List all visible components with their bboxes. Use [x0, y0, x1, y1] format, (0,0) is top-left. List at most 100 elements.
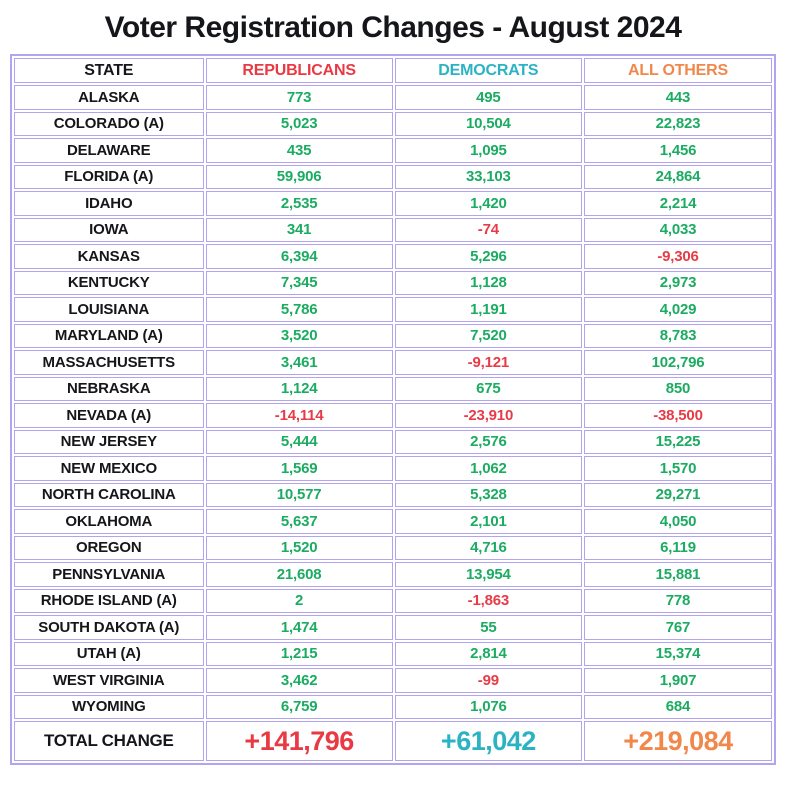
- all-others-value-cell: 102,796: [583, 350, 772, 375]
- democrats-value-cell: 2,814: [394, 641, 582, 666]
- table-header: STATE REPUBLICANS DEMOCRATS ALL OTHERS: [14, 58, 772, 83]
- republicans-value-cell: 6,759: [205, 694, 393, 719]
- state-cell: OREGON: [14, 535, 204, 560]
- republicans-value-cell: 6,394: [205, 244, 393, 269]
- republicans-value-cell: 21,608: [205, 562, 393, 587]
- state-cell: IDAHO: [14, 191, 204, 216]
- all-others-value-cell: 1,570: [583, 456, 772, 481]
- state-cell: WYOMING: [14, 694, 204, 719]
- header-row: STATE REPUBLICANS DEMOCRATS ALL OTHERS: [14, 58, 772, 83]
- republicans-value-cell: 7,345: [205, 270, 393, 295]
- all-others-value-cell: 850: [583, 376, 772, 401]
- state-cell: FLORIDA (A): [14, 164, 204, 189]
- all-others-value-cell: -9,306: [583, 244, 772, 269]
- democrats-value-cell: 1,420: [394, 191, 582, 216]
- table-row: NEVADA (A) -14,114 -23,910 -38,500: [14, 403, 772, 428]
- state-cell: WEST VIRGINIA: [14, 668, 204, 693]
- democrats-value-cell: 55: [394, 615, 582, 640]
- all-others-value-cell: 767: [583, 615, 772, 640]
- republicans-value-cell: 1,474: [205, 615, 393, 640]
- table-row: MASSACHUSETTS 3,461 -9,121 102,796: [14, 350, 772, 375]
- all-others-value-cell: 4,050: [583, 509, 772, 534]
- democrats-value-cell: 1,128: [394, 270, 582, 295]
- table-row: WYOMING 6,759 1,076 684: [14, 694, 772, 719]
- total-label: TOTAL CHANGE: [14, 721, 204, 761]
- republicans-value-cell: 3,461: [205, 350, 393, 375]
- table-row: PENNSYLVANIA 21,608 13,954 15,881: [14, 562, 772, 587]
- column-header-state: STATE: [14, 58, 204, 83]
- state-cell: DELAWARE: [14, 138, 204, 163]
- all-others-value-cell: 2,214: [583, 191, 772, 216]
- table-row: SOUTH DAKOTA (A) 1,474 55 767: [14, 615, 772, 640]
- table-row: UTAH (A) 1,215 2,814 15,374: [14, 641, 772, 666]
- republicans-value-cell: -14,114: [205, 403, 393, 428]
- republicans-value-cell: 2,535: [205, 191, 393, 216]
- total-democrats-value: +61,042: [394, 721, 582, 761]
- column-header-republicans: REPUBLICANS: [205, 58, 393, 83]
- democrats-value-cell: 33,103: [394, 164, 582, 189]
- state-cell: IOWA: [14, 217, 204, 242]
- total-republicans-value: +141,796: [205, 721, 393, 761]
- all-others-value-cell: 4,033: [583, 217, 772, 242]
- table-row: IOWA 341 -74 4,033: [14, 217, 772, 242]
- democrats-value-cell: -99: [394, 668, 582, 693]
- republicans-value-cell: 773: [205, 85, 393, 110]
- all-others-value-cell: 15,374: [583, 641, 772, 666]
- page-title: Voter Registration Changes - August 2024: [104, 11, 682, 44]
- state-cell: MASSACHUSETTS: [14, 350, 204, 375]
- all-others-value-cell: 684: [583, 694, 772, 719]
- republicans-value-cell: 1,215: [205, 641, 393, 666]
- table-row: OREGON 1,520 4,716 6,119: [14, 535, 772, 560]
- democrats-value-cell: -74: [394, 217, 582, 242]
- republicans-value-cell: 3,520: [205, 323, 393, 348]
- republicans-value-cell: 1,569: [205, 456, 393, 481]
- all-others-value-cell: 8,783: [583, 323, 772, 348]
- democrats-value-cell: 13,954: [394, 562, 582, 587]
- democrats-value-cell: 4,716: [394, 535, 582, 560]
- state-cell: LOUISIANA: [14, 297, 204, 322]
- democrats-value-cell: 7,520: [394, 323, 582, 348]
- democrats-value-cell: 2,101: [394, 509, 582, 534]
- all-others-value-cell: 2,973: [583, 270, 772, 295]
- republicans-value-cell: 435: [205, 138, 393, 163]
- state-cell: COLORADO (A): [14, 111, 204, 136]
- state-cell: KANSAS: [14, 244, 204, 269]
- total-all-others-value: +219,084: [583, 721, 772, 761]
- table-row: COLORADO (A) 5,023 10,504 22,823: [14, 111, 772, 136]
- democrats-value-cell: -9,121: [394, 350, 582, 375]
- table-row: MARYLAND (A) 3,520 7,520 8,783: [14, 323, 772, 348]
- all-others-value-cell: 4,029: [583, 297, 772, 322]
- state-cell: NORTH CAROLINA: [14, 482, 204, 507]
- state-cell: PENNSYLVANIA: [14, 562, 204, 587]
- republicans-value-cell: 5,023: [205, 111, 393, 136]
- democrats-value-cell: -1,863: [394, 588, 582, 613]
- total-row: TOTAL CHANGE +141,796 +61,042 +219,084: [14, 721, 772, 761]
- state-cell: RHODE ISLAND (A): [14, 588, 204, 613]
- state-cell: UTAH (A): [14, 641, 204, 666]
- state-cell: SOUTH DAKOTA (A): [14, 615, 204, 640]
- state-cell: NEVADA (A): [14, 403, 204, 428]
- state-cell: MARYLAND (A): [14, 323, 204, 348]
- democrats-value-cell: 1,062: [394, 456, 582, 481]
- table-row: WEST VIRGINIA 3,462 -99 1,907: [14, 668, 772, 693]
- table-row: NEW JERSEY 5,444 2,576 15,225: [14, 429, 772, 454]
- republicans-value-cell: 5,444: [205, 429, 393, 454]
- table-row: KANSAS 6,394 5,296 -9,306: [14, 244, 772, 269]
- all-others-value-cell: 1,907: [583, 668, 772, 693]
- state-cell: NEBRASKA: [14, 376, 204, 401]
- republicans-value-cell: 341: [205, 217, 393, 242]
- table-row: FLORIDA (A) 59,906 33,103 24,864: [14, 164, 772, 189]
- all-others-value-cell: 15,225: [583, 429, 772, 454]
- voter-registration-table: STATE REPUBLICANS DEMOCRATS ALL OTHERS A…: [10, 54, 776, 765]
- democrats-value-cell: 1,095: [394, 138, 582, 163]
- table-footer: TOTAL CHANGE +141,796 +61,042 +219,084: [14, 721, 772, 761]
- democrats-value-cell: 10,504: [394, 111, 582, 136]
- democrats-value-cell: 5,296: [394, 244, 582, 269]
- column-header-democrats: DEMOCRATS: [394, 58, 582, 83]
- table-row: ALASKA 773 495 443: [14, 85, 772, 110]
- republicans-value-cell: 2: [205, 588, 393, 613]
- democrats-value-cell: 495: [394, 85, 582, 110]
- democrats-value-cell: 1,076: [394, 694, 582, 719]
- democrats-value-cell: 5,328: [394, 482, 582, 507]
- all-others-value-cell: 778: [583, 588, 772, 613]
